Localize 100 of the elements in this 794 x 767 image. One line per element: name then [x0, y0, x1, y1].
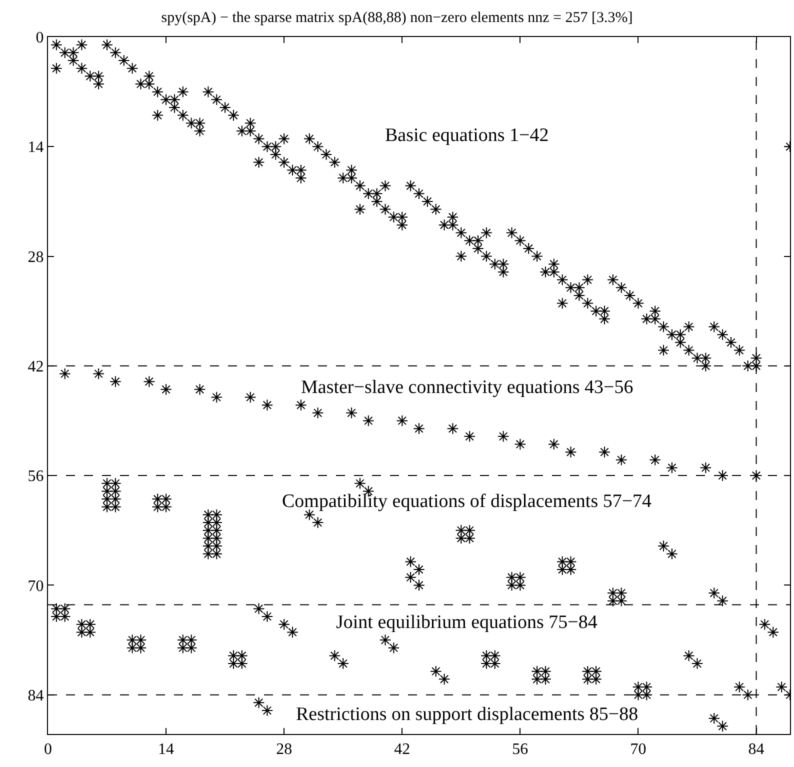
- point: [210, 508, 223, 521]
- point: [160, 500, 172, 513]
- point: [582, 673, 594, 686]
- point: [261, 610, 274, 622]
- point: [84, 618, 96, 630]
- point: [194, 384, 206, 396]
- point: [261, 399, 274, 411]
- point: [716, 720, 728, 732]
- point: [590, 673, 602, 686]
- point: [640, 688, 653, 701]
- point: [598, 446, 610, 458]
- x-tick-label: 42: [394, 741, 410, 758]
- point: [286, 626, 298, 638]
- point: [101, 493, 113, 505]
- point: [540, 673, 552, 686]
- point: [776, 681, 788, 693]
- point: [455, 532, 468, 544]
- point: [716, 470, 728, 482]
- point: [691, 658, 704, 670]
- point: [404, 571, 416, 584]
- point: [252, 696, 265, 709]
- point: [666, 548, 678, 560]
- y-tick-label: 28: [28, 248, 44, 266]
- annotation: Basic equations 1−42: [385, 125, 549, 146]
- annotation: Master−slave connectivity equations 43−56: [301, 377, 634, 398]
- point: [758, 618, 771, 630]
- point: [658, 540, 670, 552]
- point: [615, 454, 628, 466]
- point: [202, 548, 214, 560]
- point: [708, 712, 720, 724]
- point: [101, 485, 113, 498]
- annotation: Joint equilibrium equations 75−84: [336, 612, 598, 633]
- point: [464, 430, 476, 442]
- point: [488, 650, 501, 662]
- point: [236, 650, 248, 662]
- point: [202, 508, 214, 521]
- point: [252, 602, 265, 615]
- point: [514, 438, 526, 450]
- point: [134, 642, 147, 654]
- point: [261, 704, 274, 716]
- point: [540, 665, 552, 678]
- point: [210, 391, 223, 404]
- point: [464, 532, 476, 544]
- y-tick-label: 56: [28, 468, 44, 486]
- point: [767, 626, 780, 638]
- y-tick-label: 42: [28, 358, 44, 376]
- point: [413, 564, 425, 576]
- point: [84, 626, 96, 638]
- point: [346, 407, 358, 419]
- point: [564, 446, 577, 458]
- point: [101, 477, 113, 490]
- point: [531, 665, 543, 678]
- point: [110, 500, 122, 513]
- point: [649, 454, 661, 466]
- point: [556, 556, 568, 568]
- point: [278, 618, 290, 630]
- point: [446, 422, 459, 434]
- point: [548, 438, 560, 450]
- point: [76, 618, 88, 630]
- point: [58, 368, 71, 380]
- point: [531, 673, 543, 686]
- point: [700, 462, 712, 474]
- x-tick-label: 56: [512, 741, 528, 758]
- point: [708, 587, 720, 599]
- point: [734, 681, 746, 693]
- point: [404, 556, 416, 568]
- point: [50, 602, 62, 615]
- point: [455, 524, 468, 536]
- point: [682, 650, 695, 662]
- point: [666, 462, 678, 474]
- annotation: Restrictions on support displacements 85−88: [296, 704, 638, 725]
- point: [210, 524, 223, 536]
- point: [607, 594, 619, 607]
- point: [110, 493, 122, 505]
- point: [438, 673, 450, 686]
- point: [202, 524, 214, 536]
- point: [632, 688, 644, 701]
- x-tick-label: 84: [748, 741, 764, 758]
- point: [506, 571, 518, 584]
- point: [590, 665, 602, 678]
- point: [160, 384, 172, 396]
- point: [396, 414, 408, 427]
- point: [582, 665, 594, 678]
- point: [312, 407, 324, 419]
- x-tick-label: 14: [158, 741, 174, 758]
- point: [210, 548, 223, 560]
- point: [160, 493, 172, 505]
- point: [716, 594, 728, 607]
- point: [497, 430, 510, 442]
- x-tick-label: 28: [276, 741, 292, 758]
- y-tick-label: 70: [28, 578, 44, 595]
- point: [514, 571, 526, 584]
- point: [92, 368, 104, 380]
- point: [110, 485, 122, 498]
- point: [177, 642, 189, 654]
- point: [480, 658, 492, 670]
- point: [388, 642, 400, 654]
- point: [236, 658, 248, 670]
- annotation: Compatibility equations of displacements 57−74: [282, 491, 652, 512]
- point: [413, 579, 425, 592]
